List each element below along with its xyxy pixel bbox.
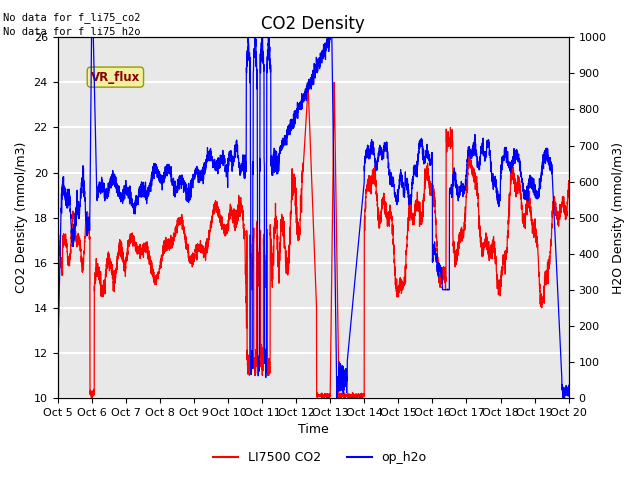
LI7500 CO2 (54, 220, 61, 226)
Text: VR_flux: VR_flux (91, 71, 140, 84)
LI7500 CO2 (273, 217, 280, 223)
LI7500 CO2 (524, 192, 532, 198)
op_h2o (549, 194, 557, 200)
op_h2o (565, 390, 573, 396)
op_h2o (54, 366, 61, 372)
LI7500 CO2 (565, 178, 573, 183)
Text: No data for f_li75_h2o: No data for f_li75_h2o (3, 26, 141, 37)
op_h2o (426, 158, 433, 164)
op_h2o (269, 165, 276, 170)
Y-axis label: CO2 Density (mmol/m3): CO2 Density (mmol/m3) (15, 142, 28, 293)
op_h2o (333, 395, 340, 401)
LI7500 CO2 (337, 396, 345, 402)
Text: No data for f_li75_co2: No data for f_li75_co2 (3, 12, 141, 23)
LI7500 CO2 (330, 80, 338, 85)
op_h2o (273, 148, 280, 154)
LI7500 CO2 (549, 205, 557, 211)
X-axis label: Time: Time (298, 423, 328, 436)
op_h2o (297, 100, 305, 106)
LI7500 CO2 (296, 213, 304, 218)
Legend: LI7500 CO2, op_h2o: LI7500 CO2, op_h2o (209, 446, 431, 469)
LI7500 CO2 (268, 285, 276, 290)
Title: CO2 Density: CO2 Density (261, 15, 365, 33)
op_h2o (88, 35, 95, 40)
Line: LI7500 CO2: LI7500 CO2 (58, 83, 569, 399)
op_h2o (524, 198, 532, 204)
Line: op_h2o: op_h2o (58, 37, 569, 398)
Y-axis label: H2O Density (mmol/m3): H2O Density (mmol/m3) (612, 142, 625, 294)
LI7500 CO2 (426, 181, 433, 187)
